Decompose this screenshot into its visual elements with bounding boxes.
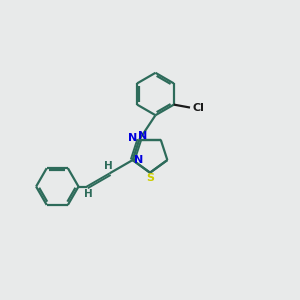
- Text: N: N: [134, 155, 144, 165]
- Text: N: N: [128, 133, 137, 143]
- Text: H: H: [84, 189, 93, 199]
- Text: Cl: Cl: [192, 103, 204, 112]
- Text: S: S: [146, 173, 154, 183]
- Text: N: N: [138, 131, 147, 141]
- Text: H: H: [104, 161, 112, 171]
